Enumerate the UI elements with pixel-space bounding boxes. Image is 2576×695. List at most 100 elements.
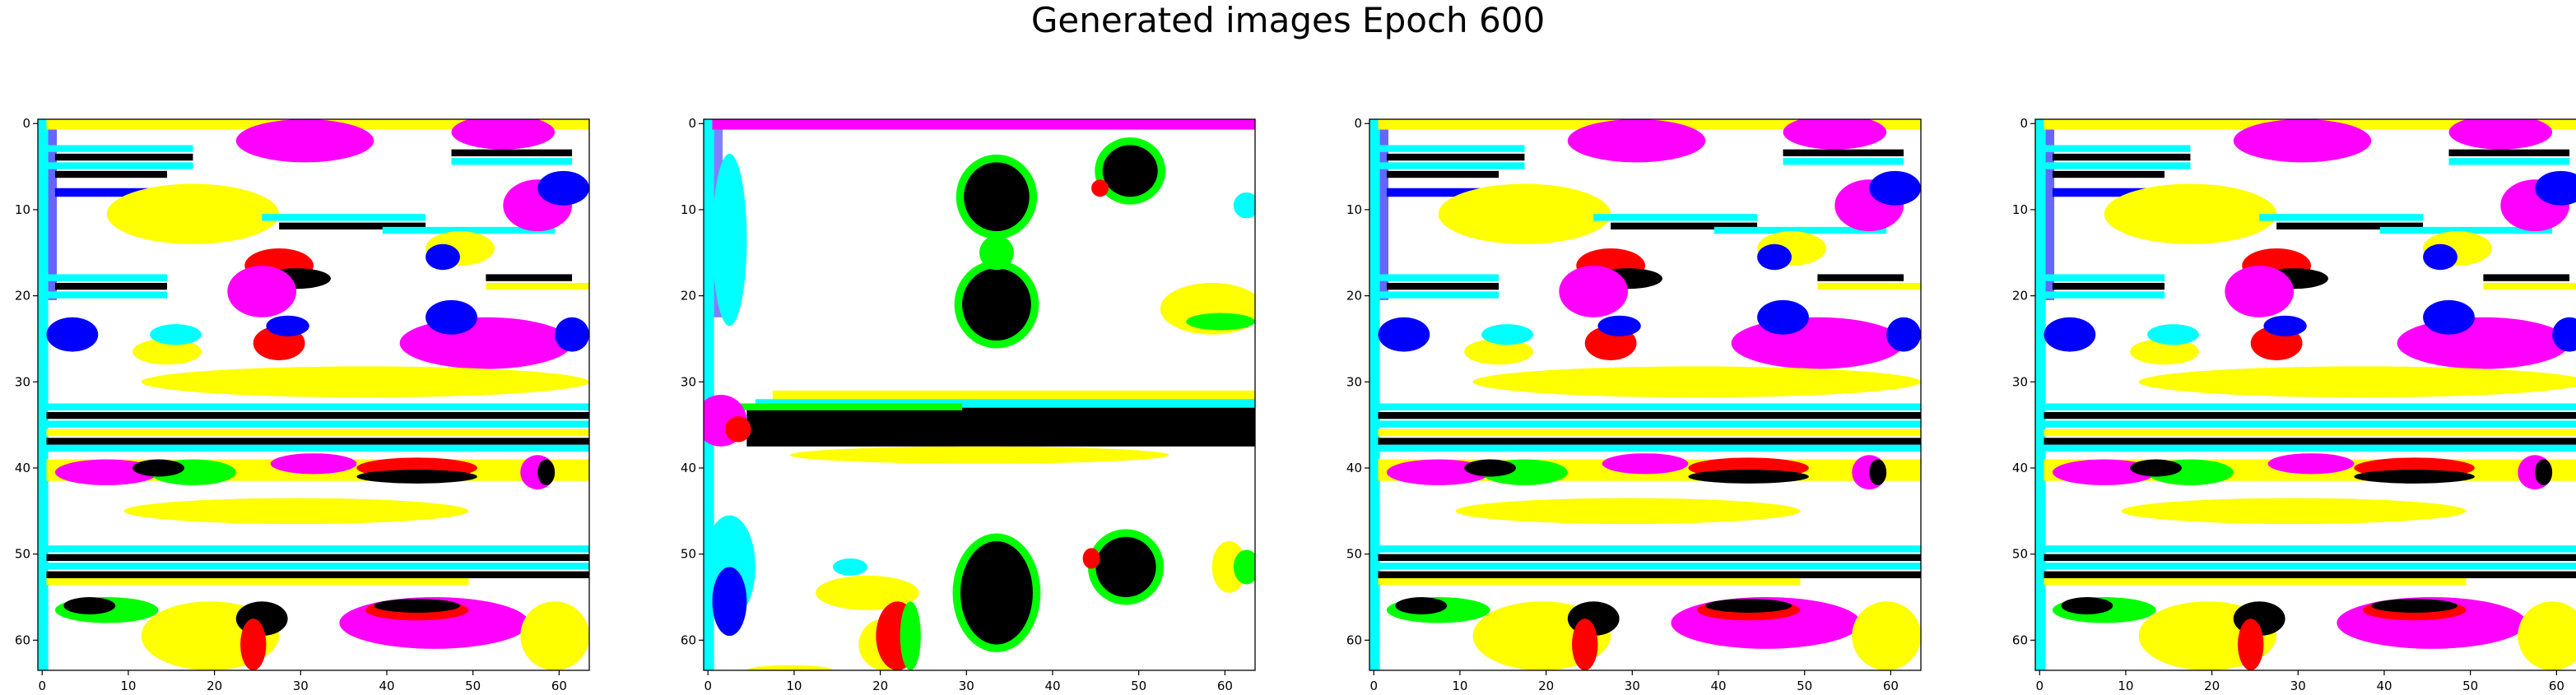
image-band (2052, 170, 2165, 178)
image-blob (1472, 366, 1921, 398)
axes-frame (37, 118, 590, 671)
image-band (1378, 420, 1921, 428)
image-blob (1386, 459, 1490, 485)
y-tick-label: 50 (2012, 547, 2028, 562)
image-blob (227, 265, 297, 317)
image-axes: 0 10 20 30 40 50 60 0 10 20 30 40 50 60 (681, 116, 1256, 693)
image-band (1611, 222, 1758, 229)
x-tick-label: 10 (120, 679, 136, 693)
image-blob (123, 498, 469, 525)
y-tick-label: 0 (688, 116, 696, 131)
image-band (2044, 438, 2576, 445)
image-band (279, 222, 426, 229)
x-tick-label: 0 (2035, 679, 2044, 693)
image-blob (374, 599, 460, 613)
image-band (2044, 554, 2576, 562)
image-band (772, 390, 1255, 400)
image-band (54, 282, 168, 290)
image-blob (1438, 183, 1611, 244)
image-blob (2147, 324, 2199, 345)
image-blob (1186, 313, 1255, 331)
image-band (54, 170, 168, 178)
image-band (2044, 429, 2576, 437)
image-blob (1731, 317, 1904, 369)
image-band (451, 149, 573, 157)
image-blob (2535, 170, 2576, 206)
image-blob (1869, 170, 1921, 206)
image-blob (1757, 243, 1792, 271)
y-tick-label: 60 (681, 632, 696, 647)
image-blob (1559, 265, 1629, 317)
x-tick-label: 30 (1625, 679, 1640, 693)
image-blob (270, 453, 357, 475)
image-blob (141, 366, 589, 398)
image-band (46, 438, 589, 445)
image-band (1378, 444, 1921, 452)
image-band (46, 577, 469, 586)
image-blob (960, 540, 1033, 645)
image-blob (2423, 299, 2475, 335)
image-band (2044, 571, 2576, 578)
image-blob (1567, 119, 1706, 163)
x-tick-label: 30 (2290, 679, 2306, 693)
image-band (1378, 274, 1500, 281)
image-band (1386, 170, 1500, 178)
y-tick-label: 0 (2020, 116, 2028, 131)
y-tick-label: 30 (15, 374, 30, 389)
x-tick-label: 10 (786, 679, 802, 693)
image-axes: 0 10 20 30 40 50 60 0 10 20 30 40 50 60 (15, 116, 590, 693)
image-band (46, 545, 589, 553)
image-band (46, 403, 589, 410)
x-tick-label: 20 (2204, 679, 2220, 693)
image-band (1378, 145, 1525, 152)
image-band (1386, 188, 1490, 197)
image-band (46, 274, 168, 281)
image-blob (1455, 498, 1801, 525)
image-blob (1572, 619, 1598, 670)
image-band (1386, 153, 1525, 161)
image-blob (1481, 324, 1533, 345)
image-band (1378, 554, 1921, 562)
image-band (46, 554, 589, 562)
image-blob (106, 183, 280, 244)
generated-image-4 (2035, 119, 2576, 670)
image-blob (725, 416, 751, 442)
image-blob (2044, 317, 2096, 352)
image-band (2044, 162, 2191, 169)
x-tick-label: 40 (1044, 679, 1060, 693)
image-blob (235, 119, 374, 163)
image-band (2044, 420, 2576, 428)
x-tick-label: 40 (379, 679, 394, 693)
image-blob (712, 153, 747, 327)
y-tick-label: 10 (681, 202, 696, 217)
y-tick-label: 20 (15, 289, 30, 303)
image-band (54, 153, 193, 161)
image-band (2044, 545, 2576, 553)
image-band (46, 291, 168, 299)
image-blob (2238, 619, 2264, 670)
image-band (1713, 226, 1887, 234)
y-tick-label: 40 (2012, 461, 2028, 475)
x-tick-label: 10 (2118, 679, 2133, 693)
image-blob (2130, 459, 2182, 477)
image-band (1378, 403, 1921, 410)
image-blob (1211, 540, 1247, 593)
y-tick-label: 30 (2012, 374, 2028, 389)
y-tick-label: 40 (1346, 461, 1362, 475)
image-blob (356, 470, 477, 484)
image-blob (2535, 459, 2553, 485)
y-tick-label: 60 (15, 632, 30, 647)
image-axes: 0 10 20 30 40 50 60 0 10 20 30 40 50 60 (1346, 116, 1922, 693)
x-tick-label: 10 (1452, 679, 1467, 693)
image-blob (2263, 315, 2307, 336)
x-tick-label: 60 (1217, 679, 1233, 693)
image-band (2044, 274, 2165, 281)
generated-image-2 (704, 119, 1255, 670)
image-band (1378, 291, 1500, 299)
image-band (1783, 158, 1904, 165)
image-blob (1102, 145, 1158, 197)
x-tick-label: 60 (2549, 679, 2564, 693)
image-blob (1869, 459, 1887, 485)
image-blob (2448, 119, 2553, 150)
image-blob (2267, 453, 2355, 475)
